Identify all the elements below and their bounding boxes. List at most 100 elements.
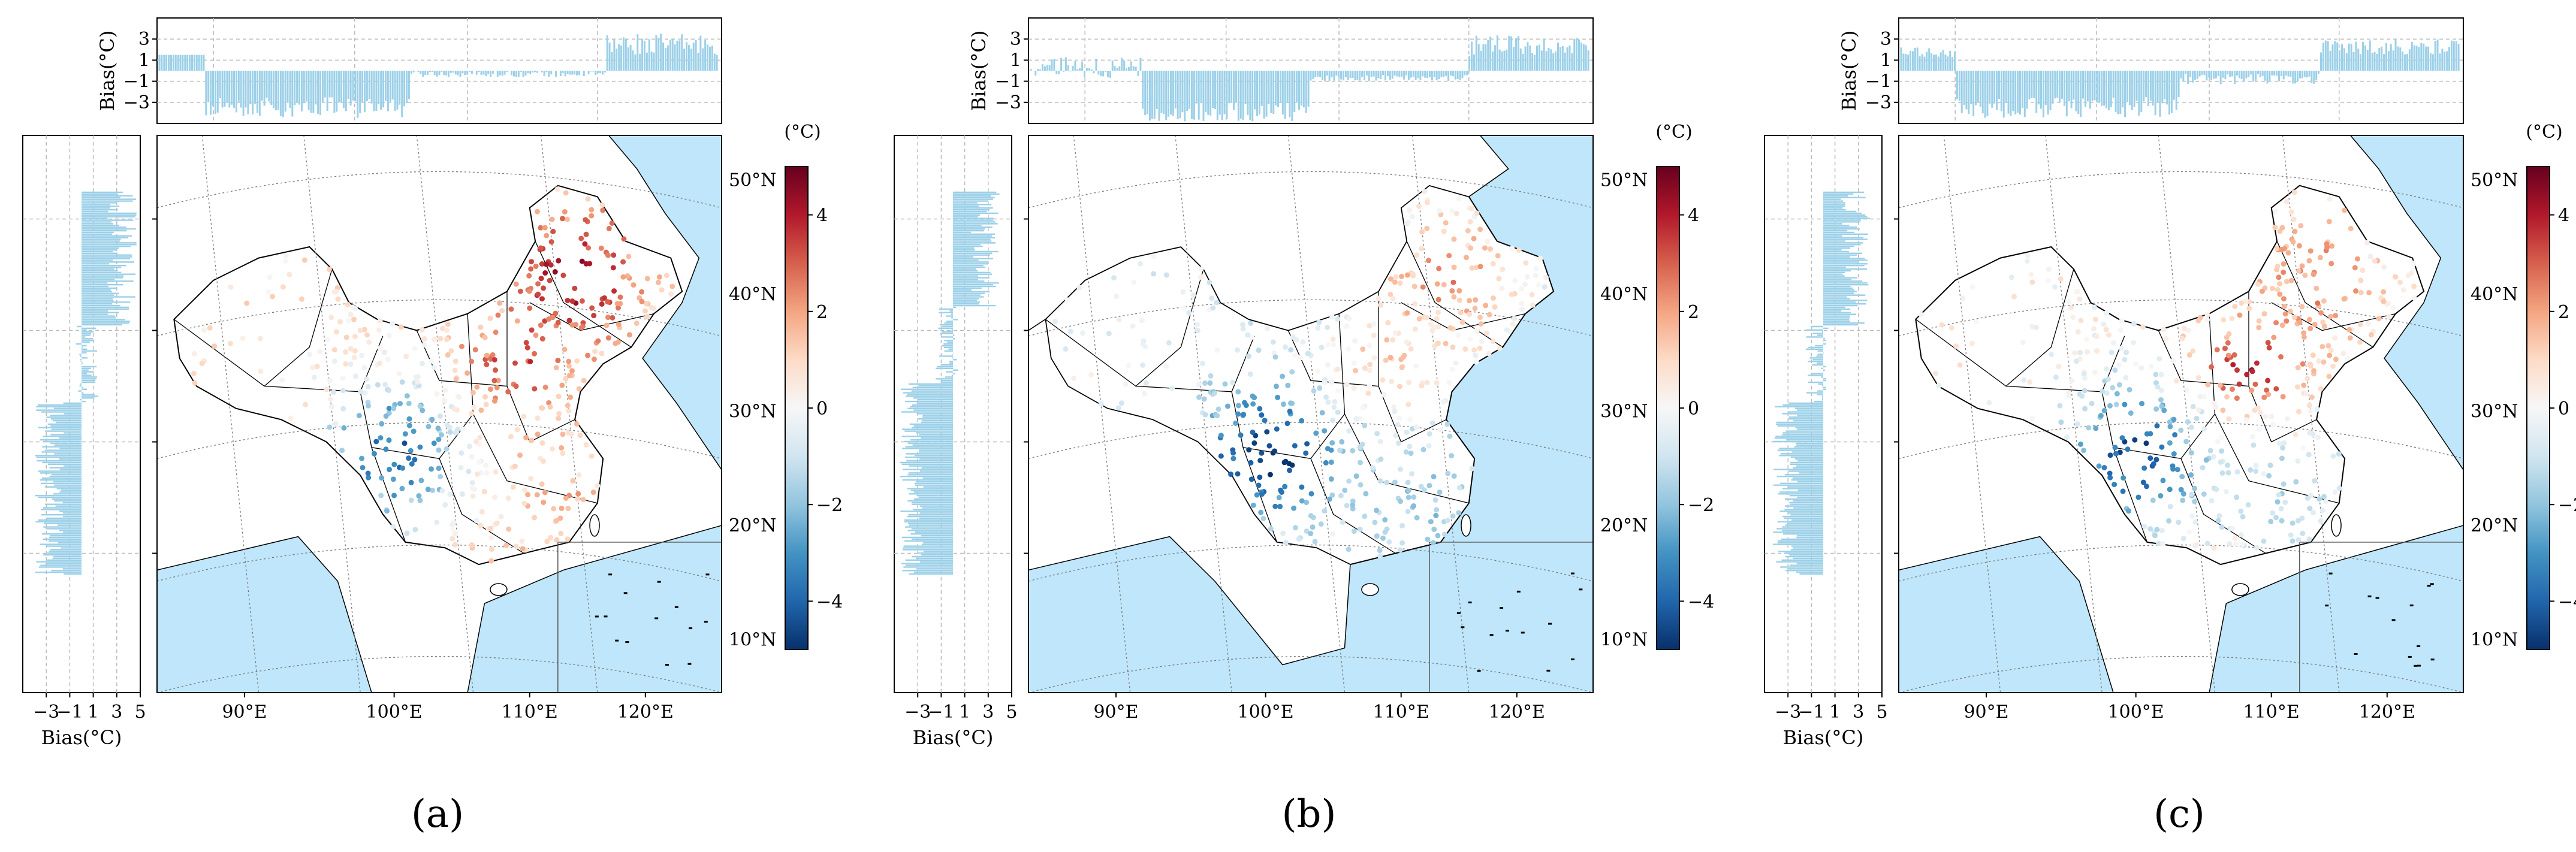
station-dot	[2325, 343, 2331, 349]
station-dot	[580, 497, 586, 503]
station-dot	[2296, 243, 2302, 249]
lon-label: 90°E	[222, 702, 267, 723]
station-dot	[335, 296, 341, 302]
station-dot	[650, 306, 656, 312]
station-dot	[327, 396, 333, 402]
station-dot	[1969, 340, 1975, 346]
station-dot	[2106, 376, 2112, 382]
station-dot	[574, 358, 580, 364]
station-dot	[2279, 455, 2285, 461]
station-dot	[535, 291, 541, 297]
station-dot	[2224, 334, 2230, 340]
station-dot	[1246, 447, 1252, 453]
station-dot	[495, 312, 501, 318]
station-dot	[2178, 487, 2184, 493]
station-dot	[1315, 368, 1321, 374]
colorbar-tick-label: 2	[1688, 302, 1699, 323]
parallel-line	[1899, 171, 2463, 209]
station-dot	[2243, 298, 2249, 304]
station-dot	[1477, 315, 1483, 321]
scs-island	[1570, 572, 1574, 575]
station-dot	[2336, 451, 2342, 457]
parallel-line	[157, 171, 722, 209]
scs-island	[1461, 626, 1465, 629]
station-dot	[2093, 425, 2099, 431]
station-dot	[1304, 528, 1310, 534]
station-dot	[1367, 383, 1373, 389]
station-dot	[1202, 412, 1208, 418]
scs-island	[1548, 623, 1552, 625]
station-dot	[445, 321, 451, 327]
station-dot	[2011, 294, 2017, 300]
station-dot	[579, 298, 585, 304]
station-dot	[348, 346, 354, 352]
station-dot	[2077, 296, 2083, 302]
scs-island	[608, 573, 613, 576]
station-dot	[386, 437, 392, 443]
station-dot	[2328, 348, 2334, 354]
scs-island	[595, 615, 599, 618]
station-dot	[1283, 458, 1289, 464]
station-dot	[2282, 311, 2288, 317]
station-dot	[643, 301, 649, 307]
station-dot	[1215, 406, 1221, 412]
station-dot	[2170, 466, 2176, 472]
station-dot	[2330, 453, 2336, 459]
station-dot	[1443, 340, 1449, 346]
station-dot	[573, 322, 579, 328]
left-plot-xtick-label: −3	[1775, 702, 1801, 723]
station-dot	[581, 377, 587, 383]
station-dot	[1275, 394, 1281, 400]
station-dot	[2156, 540, 2162, 546]
station-dot	[390, 321, 396, 327]
station-dot	[1248, 334, 1254, 340]
station-dot	[2336, 485, 2342, 491]
station-dot	[2213, 404, 2219, 410]
station-dot	[2172, 432, 2178, 438]
station-dot	[1292, 525, 1298, 531]
station-dot	[2274, 246, 2280, 252]
scs-island	[2409, 604, 2414, 606]
station-dot	[2229, 315, 2235, 321]
lon-label: 110°E	[2243, 702, 2300, 723]
station-dot	[2290, 520, 2296, 526]
station-dot	[434, 519, 440, 525]
station-dot	[1519, 307, 1525, 313]
station-dot	[568, 394, 574, 400]
station-dot	[484, 361, 490, 367]
station-dot	[1408, 471, 1414, 477]
station-dot	[1411, 503, 1417, 509]
station-dot	[2180, 497, 2186, 503]
station-dot	[359, 352, 365, 358]
station-dot	[2094, 348, 2100, 354]
station-dot	[2082, 388, 2088, 394]
station-dot	[2284, 416, 2290, 422]
station-dot	[541, 285, 547, 291]
station-dot	[473, 518, 479, 524]
station-dot	[2253, 463, 2259, 469]
station-dot	[379, 421, 385, 427]
station-dot	[1350, 448, 1356, 454]
station-dot	[2348, 225, 2354, 231]
lat-label: 10°N	[2471, 630, 2518, 651]
station-dot	[412, 527, 418, 533]
station-dot	[2270, 422, 2276, 428]
station-dot	[1224, 403, 1230, 409]
colorbar-tick-label: 4	[1688, 206, 1699, 226]
scs-island	[2430, 583, 2434, 585]
colorbar-tick-label: 0	[1688, 398, 1699, 419]
top-plot-ytick-label: 3	[1880, 29, 1892, 50]
scs-island	[2414, 664, 2418, 667]
station-dot	[2161, 327, 2167, 333]
station-dot	[1208, 373, 1214, 379]
station-dot	[2255, 281, 2261, 287]
station-dot	[2275, 286, 2281, 292]
station-dot	[2307, 430, 2313, 436]
station-dot	[2225, 340, 2231, 346]
station-dot	[1423, 315, 1429, 321]
station-dot	[644, 313, 650, 319]
station-dot	[2294, 384, 2300, 390]
lat-label: 40°N	[1600, 284, 1648, 305]
station-dot	[2304, 495, 2310, 501]
station-dot	[2170, 358, 2176, 364]
